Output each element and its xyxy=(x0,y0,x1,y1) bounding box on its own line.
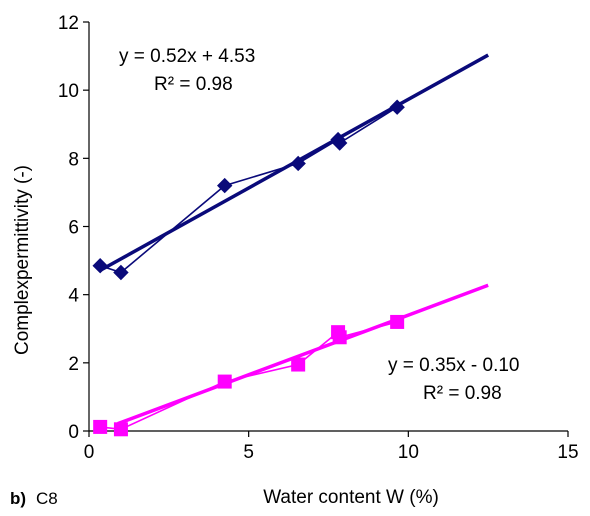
y-tick-label: 12 xyxy=(58,13,79,34)
series-2-point xyxy=(113,422,128,437)
y-tick-label: 6 xyxy=(68,218,79,239)
y-tick-label: 10 xyxy=(58,81,79,102)
series-2-equation: y = 0.35x - 0.10 xyxy=(388,355,520,376)
series-2-r2: R² = 0.98 xyxy=(423,383,502,404)
series-1-point xyxy=(290,155,306,172)
series-1-point xyxy=(331,135,348,151)
series-1-point xyxy=(389,99,405,115)
series-1-point xyxy=(92,257,108,274)
x-tick-label: 5 xyxy=(243,442,254,463)
series-1-r2: R² = 0.98 xyxy=(154,74,233,95)
series-1 xyxy=(92,53,490,281)
series-2-point xyxy=(390,314,405,329)
y-tick-label: 4 xyxy=(68,286,79,307)
series-1-equation: y = 0.52x + 4.53 xyxy=(119,46,255,67)
series-2-point xyxy=(332,330,347,345)
y-tick-label: 0 xyxy=(68,422,79,443)
series-2-point xyxy=(291,357,306,372)
series-2 xyxy=(93,283,489,437)
series-2-point xyxy=(217,374,232,389)
series-2-trendline xyxy=(117,283,489,426)
y-axis-label: Complexpermittivity (-) xyxy=(12,165,33,355)
series-2-point xyxy=(93,419,108,434)
panel-name: C8 xyxy=(36,489,58,508)
axes: 0 2 4 6 8 10 12 0 5 10 15 xyxy=(58,13,579,463)
series-1-point xyxy=(113,264,129,281)
labels: Water content W (%) Complexpermittivity … xyxy=(10,46,520,508)
x-tick-label: 0 xyxy=(84,442,95,463)
x-tick-label: 15 xyxy=(557,442,578,463)
y-tick-label: 2 xyxy=(68,354,79,375)
plot-area xyxy=(92,53,490,437)
x-axis-label: Water content W (%) xyxy=(263,487,439,508)
x-tick-label: 10 xyxy=(398,442,419,463)
y-tick-label: 8 xyxy=(68,149,79,170)
panel-label: b) xyxy=(10,489,26,508)
series-1-point xyxy=(217,177,233,194)
